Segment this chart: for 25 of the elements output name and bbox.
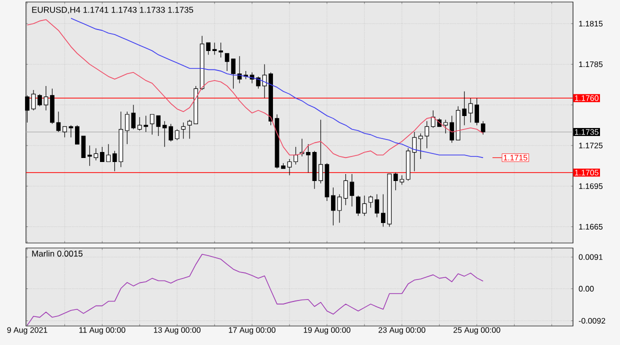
candlestick: [480, 120, 486, 135]
candlestick: [262, 64, 267, 98]
candlestick: [281, 162, 286, 169]
candlestick: [331, 187, 336, 226]
candlestick: [337, 194, 342, 223]
candlestick: [62, 126, 67, 138]
candlestick: [50, 88, 54, 124]
candlestick: [350, 174, 354, 207]
chart-title: Marlin 0.0015: [32, 250, 83, 257]
candlestick: [312, 150, 317, 190]
chart-title: EURUSD,H4 1.1741 1.1743 1.1733 1.1735: [32, 6, 194, 14]
candlestick: [56, 111, 61, 132]
candlestick: [287, 158, 292, 176]
candlestick: [181, 122, 186, 140]
candlestick: [324, 162, 330, 202]
candlestick: [174, 128, 180, 140]
candlestick: [294, 146, 298, 165]
candlestick: [44, 86, 48, 111]
candlestick: [68, 124, 74, 138]
candlestick: [344, 174, 348, 206]
candlestick: [318, 119, 323, 184]
candlestick: [268, 72, 273, 126]
candlestick: [38, 94, 42, 107]
candlestick: [306, 144, 310, 173]
candlestick: [31, 90, 36, 111]
